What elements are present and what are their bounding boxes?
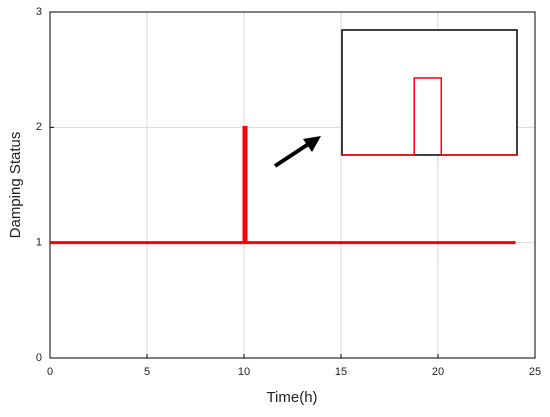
y-axis-label: Damping Status	[7, 132, 24, 239]
x-tick-label: 5	[144, 366, 150, 378]
x-tick-label: 15	[335, 366, 347, 378]
x-axis-label: Time(h)	[266, 389, 317, 406]
data-line	[50, 125, 516, 245]
y-tick-label: 3	[36, 6, 42, 18]
x-tick-label: 0	[47, 366, 53, 378]
x-tick-label: 20	[432, 366, 444, 378]
inset-frame	[341, 29, 518, 156]
y-tick-label: 2	[36, 121, 42, 133]
arrow	[273, 136, 321, 168]
x-tick-label: 25	[529, 366, 541, 378]
y-tick-label: 0	[36, 352, 42, 364]
inset-line	[342, 77, 517, 156]
y-tick-label: 1	[36, 237, 42, 249]
x-tick-label: 10	[238, 366, 250, 378]
plot-frame	[49, 11, 536, 359]
